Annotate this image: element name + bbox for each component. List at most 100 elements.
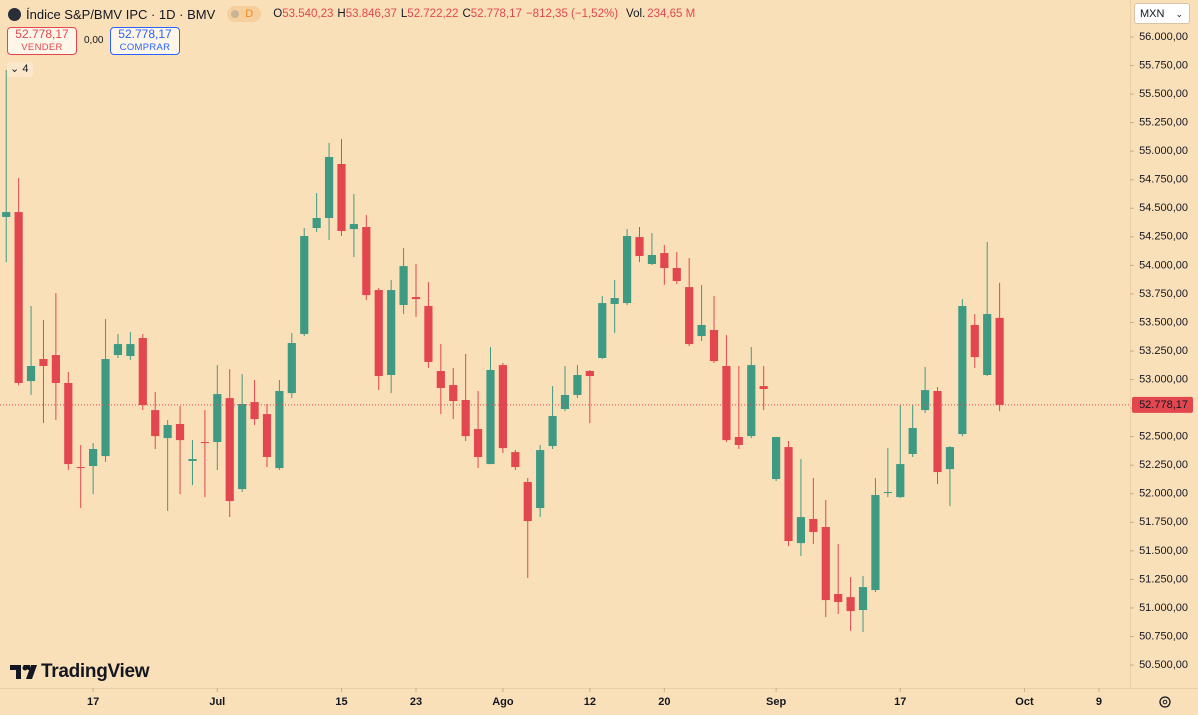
- indicators-toggle[interactable]: ⌄ 4: [7, 62, 33, 77]
- candle-body: [51, 355, 60, 383]
- y-tick-label: 55.500,00: [1139, 88, 1188, 100]
- y-tick-label: 51.500,00: [1139, 545, 1188, 557]
- candle-body: [225, 398, 234, 502]
- candle-body: [163, 425, 172, 439]
- y-tick-label: 54.750,00: [1139, 174, 1188, 186]
- candle-body: [449, 385, 458, 402]
- candle-body: [89, 448, 98, 467]
- candle-body: [945, 447, 955, 470]
- candle-body: [995, 317, 1004, 405]
- candle-body: [834, 594, 843, 603]
- sell-price: 52.778,17: [15, 27, 69, 41]
- candle-body: [312, 217, 321, 229]
- market-status[interactable]: D: [227, 6, 262, 22]
- candle-body: [672, 268, 681, 282]
- x-tick-label: Sep: [766, 696, 786, 708]
- last-price-badge: [1132, 396, 1193, 413]
- candle-body: [362, 227, 371, 296]
- y-tick-label: 52.500,00: [1139, 431, 1188, 443]
- candle-body: [709, 330, 719, 362]
- spread: 0,00: [84, 35, 104, 46]
- candle-body: [983, 314, 992, 376]
- x-tick-label: 15: [335, 696, 347, 708]
- candle-body: [883, 492, 892, 494]
- candle-body: [2, 212, 11, 217]
- currency-select[interactable]: MXN ⌄: [1134, 3, 1190, 24]
- candle-body: [772, 437, 781, 480]
- candle-body: [821, 526, 830, 601]
- ohlc-key: O: [273, 8, 283, 20]
- x-tick-label: 12: [584, 696, 596, 708]
- volume: 234,65 M: [647, 8, 696, 20]
- candle-body: [970, 324, 979, 358]
- candle-body: [523, 481, 532, 522]
- candle-body: [697, 324, 706, 337]
- candle-body: [933, 390, 942, 473]
- candle-body: [275, 390, 284, 469]
- x-tick-label: 23: [410, 696, 422, 708]
- ohlc-value: 53.846,37: [345, 8, 397, 20]
- x-tick-label: Jul: [209, 696, 225, 708]
- candle-body: [411, 297, 421, 300]
- volume-key: Vol.: [626, 8, 646, 20]
- indicators-count: 4: [22, 63, 29, 75]
- candle-body: [958, 306, 967, 435]
- logo[interactable]: TradingView: [10, 661, 150, 683]
- y-tick-label: 50.750,00: [1139, 630, 1188, 642]
- ohlc-key: L: [400, 8, 408, 20]
- ohlc-value: 53.540,23: [282, 8, 334, 20]
- buy-button[interactable]: 52.778,17 COMPRAR: [110, 27, 180, 55]
- x-tick-label: 9: [1096, 696, 1102, 708]
- y-tick-label: 54.000,00: [1139, 259, 1188, 271]
- y-tick-label: 53.750,00: [1139, 288, 1188, 300]
- candle-body: [39, 359, 48, 366]
- y-tick-label: 55.250,00: [1139, 117, 1188, 129]
- candle-body: [809, 518, 818, 533]
- y-tick-label: 55.000,00: [1139, 145, 1188, 157]
- symbol-title[interactable]: Índice S&P/BMV IPC · 1D · BMV: [26, 6, 216, 22]
- y-tick-label: 52.250,00: [1139, 459, 1188, 471]
- settings-icon: [1159, 696, 1171, 708]
- y-tick-label: 54.500,00: [1139, 202, 1188, 214]
- candle-body: [486, 369, 495, 465]
- x-tick-label: 17: [87, 696, 99, 708]
- candle-body: [622, 236, 632, 304]
- candle-body: [287, 343, 296, 394]
- candle-body: [175, 423, 185, 441]
- y-tick-label: 51.000,00: [1139, 602, 1188, 614]
- candle-body: [647, 254, 657, 265]
- candle-body: [213, 394, 222, 443]
- x-tick-label: 20: [658, 696, 670, 708]
- badge-text: D: [245, 8, 254, 20]
- legend-header: Índice S&P/BMV IPC · 1D · BMV D O 53.540,…: [8, 5, 695, 23]
- sell-button[interactable]: 52.778,17 VENDER: [7, 27, 77, 55]
- candle-body: [76, 467, 85, 469]
- buy-label: COMPRAR: [119, 42, 171, 53]
- candle-body: [101, 359, 110, 457]
- candle-body: [921, 390, 930, 411]
- symbol-icon: [8, 7, 21, 21]
- y-tick-label: 56.000,00: [1139, 31, 1188, 43]
- x-tick-label: 17: [894, 696, 906, 708]
- y-tick-label: 53.250,00: [1139, 345, 1188, 357]
- y-tick-label: 51.750,00: [1139, 516, 1188, 528]
- settings-icon-center: [1162, 699, 1168, 705]
- candle-body: [635, 237, 644, 257]
- candle-body: [511, 452, 520, 468]
- currency: MXN: [1140, 8, 1165, 20]
- candle-body: [436, 371, 445, 389]
- candle-body: [685, 287, 694, 345]
- candle-body: [784, 447, 793, 542]
- buy-price: 52.778,17: [118, 27, 172, 41]
- candle-body: [908, 427, 917, 455]
- candle-body: [113, 344, 123, 356]
- y-tick-label: 54.250,00: [1139, 231, 1188, 243]
- y-tick-label: 50.500,00: [1139, 659, 1188, 671]
- candle-body: [846, 597, 855, 612]
- candle-body: [250, 402, 259, 420]
- last-price-label: 52.778,17: [1139, 399, 1188, 411]
- candle-body: [536, 450, 545, 509]
- ohlc-key: C: [462, 8, 471, 20]
- sell-label: VENDER: [21, 42, 63, 53]
